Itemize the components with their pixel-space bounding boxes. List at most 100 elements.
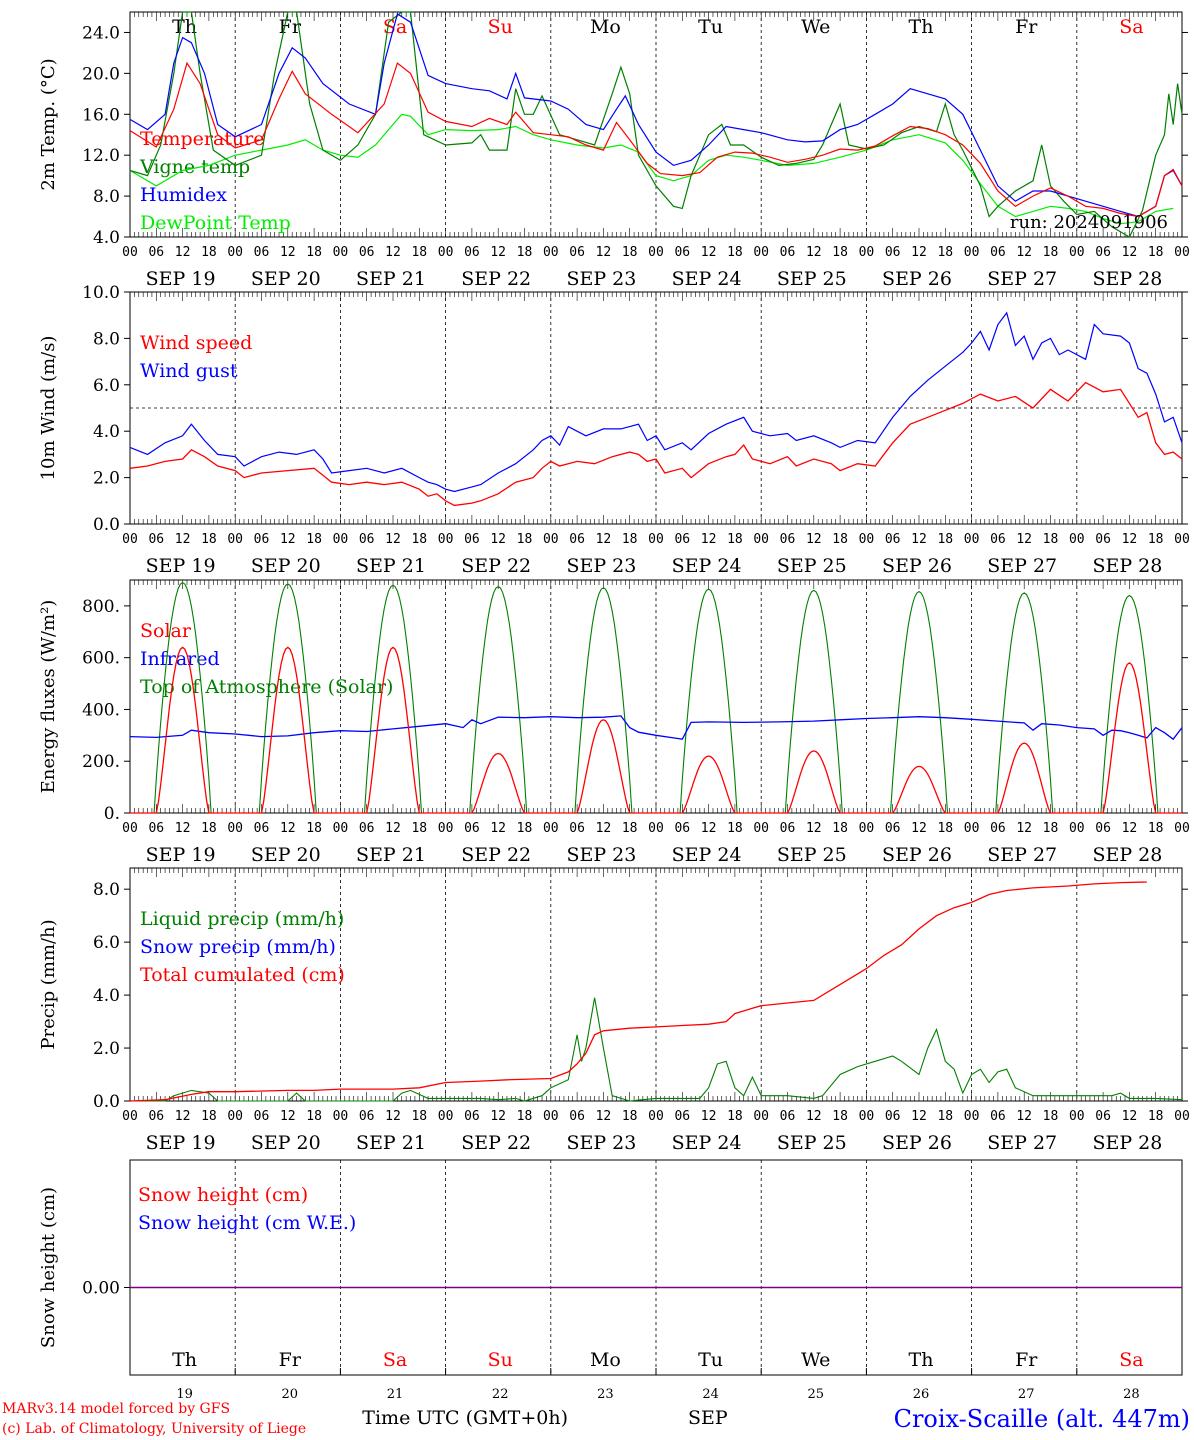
series-humidex	[129, 13, 1183, 218]
hour-label: 12	[1016, 245, 1032, 260]
hour-label: 06	[254, 245, 270, 260]
y-tick-label: 2.0	[93, 1039, 120, 1059]
hour-label: 12	[911, 532, 927, 547]
hour-label: 12	[280, 532, 296, 547]
date-label: SEP 23	[566, 1132, 636, 1154]
legend-entry: Snow precip (mm/h)	[140, 936, 336, 958]
day-name-top: Tu	[698, 16, 723, 38]
y-tick-label: 800.	[82, 597, 120, 617]
day-name-bottom: Th	[172, 1349, 197, 1371]
date-label: SEP 20	[251, 555, 321, 577]
hour-label: 00	[227, 821, 243, 836]
legend-entry: Humidex	[140, 184, 227, 206]
hour-label: 06	[990, 245, 1006, 260]
hour-label: 06	[254, 821, 270, 836]
date-label: SEP 24	[672, 268, 742, 290]
hour-label: 00	[543, 532, 559, 547]
hour-label: 06	[780, 1109, 796, 1124]
date-label: SEP 20	[251, 844, 321, 866]
hour-label: 18	[517, 245, 533, 260]
hour-label: 00	[859, 1109, 875, 1124]
hour-label: 12	[490, 532, 506, 547]
date-label: SEP 21	[356, 268, 426, 290]
hour-label: 06	[885, 245, 901, 260]
date-label: SEP 19	[146, 555, 216, 577]
hour-label: 12	[1016, 821, 1032, 836]
hour-label: 06	[674, 532, 690, 547]
date-label: SEP 27	[987, 555, 1057, 577]
day-name-bottom: Tu	[698, 1349, 723, 1371]
date-label: SEP 20	[251, 268, 321, 290]
hour-label: 06	[1095, 821, 1111, 836]
y-tick-label: 0.00	[82, 1279, 120, 1299]
date-label: SEP 23	[566, 268, 636, 290]
hour-label: 06	[569, 821, 585, 836]
legend-entry: Snow height (cm)	[138, 1184, 308, 1206]
hour-label: 00	[122, 532, 138, 547]
y-tick-label: 10.0	[82, 283, 120, 303]
date-label: SEP 26	[882, 268, 952, 290]
date-label: SEP 19	[146, 268, 216, 290]
legend-entry: Top of Atmosphere (Solar)	[140, 676, 393, 698]
hour-label: 18	[1148, 532, 1164, 547]
hour-label: 00	[438, 532, 454, 547]
y-tick-label: 0.0	[93, 515, 120, 535]
hour-label: 18	[1043, 1109, 1059, 1124]
y-tick-label: 8.0	[93, 187, 120, 207]
hour-label: 00	[122, 1109, 138, 1124]
hour-label: 06	[569, 1109, 585, 1124]
model-credit: MARv3.14 model forced by GFS	[2, 1401, 230, 1417]
hour-label: 00	[648, 1109, 664, 1124]
day-number: 21	[387, 1387, 404, 1402]
hour-label: 06	[780, 245, 796, 260]
y-axis-title: 10m Wind (m/s)	[38, 336, 59, 481]
y-tick-label: 6.0	[93, 933, 120, 953]
hour-label: 18	[1043, 821, 1059, 836]
hour-label: 18	[622, 532, 638, 547]
hour-label: 06	[1095, 532, 1111, 547]
hour-label: 12	[280, 1109, 296, 1124]
hour-label: 06	[674, 1109, 690, 1124]
hour-label: 12	[175, 1109, 191, 1124]
hour-label: 18	[306, 1109, 322, 1124]
hour-label: 18	[201, 1109, 217, 1124]
hour-label: 18	[1148, 821, 1164, 836]
hour-label: 18	[411, 1109, 427, 1124]
hour-label: 00	[753, 1109, 769, 1124]
hour-label: 00	[1174, 245, 1190, 260]
hour-label: 18	[201, 532, 217, 547]
hour-label: 12	[806, 821, 822, 836]
hour-label: 12	[280, 245, 296, 260]
hour-label: 00	[859, 532, 875, 547]
y-tick-label: 2.0	[93, 469, 120, 489]
hour-label: 00	[753, 532, 769, 547]
hour-label: 12	[1122, 245, 1138, 260]
hour-label: 06	[254, 532, 270, 547]
lab-credit: (c) Lab. of Climatology, University of L…	[2, 1421, 306, 1437]
hour-label: 06	[885, 532, 901, 547]
hour-label: 06	[148, 821, 164, 836]
y-tick-label: 8.0	[93, 880, 120, 900]
date-label: SEP 24	[672, 555, 742, 577]
hour-label: 00	[648, 245, 664, 260]
hour-label: 00	[964, 532, 980, 547]
legend-entry: Wind speed	[140, 332, 252, 354]
y-tick-label: 6.0	[93, 376, 120, 396]
date-label: SEP 22	[461, 1132, 531, 1154]
hour-label: 18	[1043, 532, 1059, 547]
y-tick-label: 0.0	[93, 1092, 120, 1112]
hour-label: 12	[596, 1109, 612, 1124]
hour-label: 18	[517, 821, 533, 836]
hour-label: 00	[543, 245, 559, 260]
day-name-top: Su	[488, 16, 513, 38]
hour-label: 12	[1016, 532, 1032, 547]
hour-label: 12	[806, 1109, 822, 1124]
series-vigne-temp	[129, 11, 1183, 238]
hour-label: 06	[254, 1109, 270, 1124]
date-label: SEP 28	[1092, 844, 1162, 866]
hour-label: 00	[859, 821, 875, 836]
hour-label: 18	[517, 532, 533, 547]
hour-label: 18	[306, 532, 322, 547]
series-dewpoint-temp	[129, 113, 1174, 225]
